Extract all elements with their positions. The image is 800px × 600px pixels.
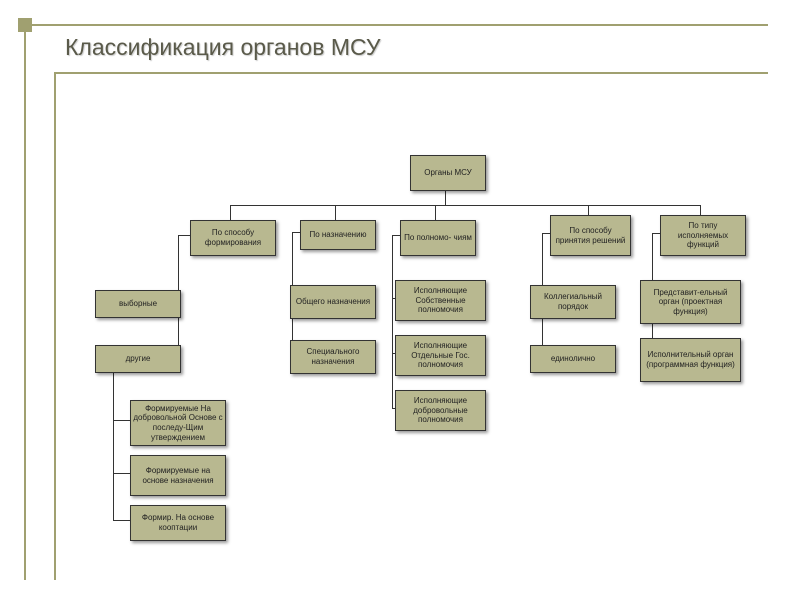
node-n31: Исполняющие Собственные полномочия bbox=[395, 280, 486, 321]
connector bbox=[113, 473, 130, 474]
node-c3: По полномо- чиям bbox=[400, 220, 476, 256]
connector bbox=[652, 233, 660, 234]
connector bbox=[230, 205, 231, 220]
connector bbox=[700, 205, 701, 215]
connector bbox=[113, 420, 130, 421]
decoration-hline bbox=[54, 72, 768, 74]
node-n11: выборные bbox=[95, 290, 181, 318]
node-n22: Специального назначения bbox=[290, 340, 376, 374]
connector bbox=[435, 205, 436, 220]
connector bbox=[113, 367, 114, 520]
connector bbox=[113, 520, 130, 521]
connector bbox=[178, 235, 190, 236]
connector bbox=[230, 205, 700, 206]
connector bbox=[392, 235, 400, 236]
node-n52: Исполнительный орган (программная функци… bbox=[640, 338, 741, 382]
slide-title: Классификация органов МСУ bbox=[65, 34, 380, 61]
connector bbox=[292, 232, 300, 233]
node-n123: Формир. На основе кооптации bbox=[130, 505, 226, 541]
node-c1: По способу формирования bbox=[190, 220, 276, 256]
node-n41: Коллегиальный порядок bbox=[530, 285, 616, 319]
node-c5: По типу исполняемых функций bbox=[660, 215, 746, 256]
node-n121: Формируемые На добровольной Основе с пос… bbox=[130, 400, 226, 446]
node-root: Органы МСУ bbox=[410, 155, 486, 191]
connector bbox=[335, 205, 336, 220]
node-n42: единолично bbox=[530, 345, 616, 373]
slide: Классификация органов МСУ Органы МСУ По с… bbox=[0, 0, 800, 600]
node-n33: Исполняющие добровольные полномочия bbox=[395, 390, 486, 431]
decoration-vline bbox=[24, 32, 26, 580]
decoration-vline bbox=[54, 72, 56, 580]
node-n32: Исполняющие Отдельные Гос. полномочия bbox=[395, 335, 486, 376]
corner-decoration bbox=[18, 18, 32, 32]
node-n122: Формируемые на основе назначения bbox=[130, 455, 226, 496]
connector bbox=[392, 235, 393, 408]
node-n51: Представит-ельный орган (проектная функц… bbox=[640, 280, 741, 324]
node-c4: По способу принятия решений bbox=[550, 215, 631, 256]
decoration-hline bbox=[32, 24, 768, 26]
node-n12: другие bbox=[95, 345, 181, 373]
node-n21: Общего назначения bbox=[290, 285, 376, 319]
connector bbox=[542, 233, 550, 234]
connector bbox=[588, 205, 589, 215]
node-c2: По назначению bbox=[300, 220, 376, 250]
